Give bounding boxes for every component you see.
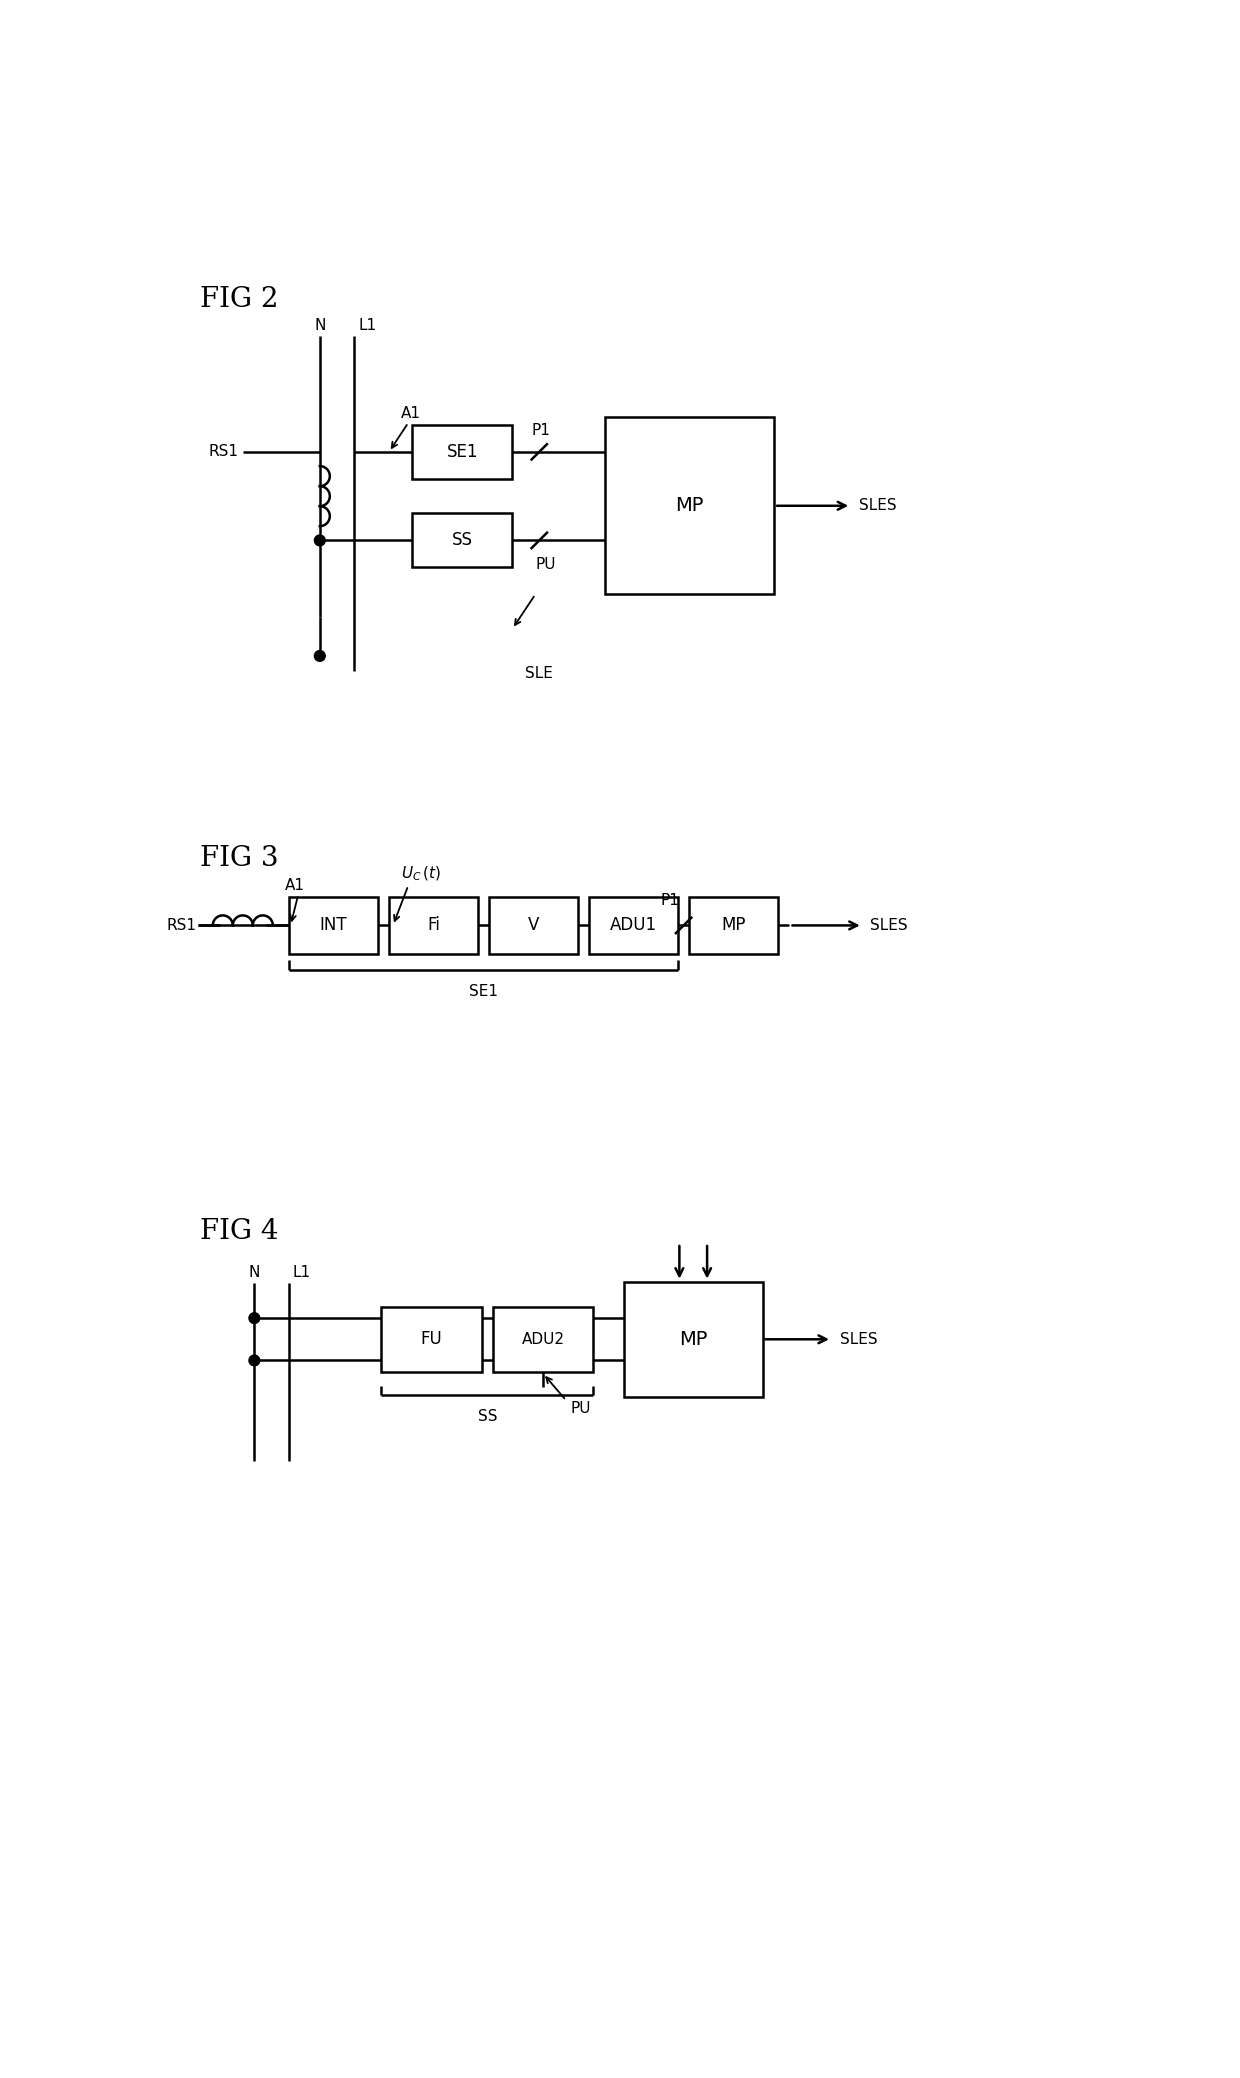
Text: FIG 3: FIG 3 xyxy=(201,844,279,871)
Text: MP: MP xyxy=(676,497,703,515)
Text: L1: L1 xyxy=(293,1266,311,1280)
Text: RS1: RS1 xyxy=(210,445,239,459)
Text: MP: MP xyxy=(722,916,746,935)
Text: A1: A1 xyxy=(401,405,420,422)
Text: P1: P1 xyxy=(532,424,551,438)
Text: PU: PU xyxy=(536,557,556,571)
Text: Fi: Fi xyxy=(427,916,440,935)
Text: MP: MP xyxy=(680,1330,708,1349)
Text: SLES: SLES xyxy=(870,918,908,933)
Text: RS1: RS1 xyxy=(166,918,197,933)
Bar xyxy=(389,896,477,954)
Text: N: N xyxy=(314,318,325,332)
Text: FU: FU xyxy=(420,1330,443,1349)
Circle shape xyxy=(315,534,325,547)
Circle shape xyxy=(249,1355,259,1365)
Text: V: V xyxy=(528,916,539,935)
Bar xyxy=(382,1307,481,1371)
Bar xyxy=(689,896,777,954)
Text: SE1: SE1 xyxy=(446,443,477,461)
Bar xyxy=(412,513,512,567)
Text: SE1: SE1 xyxy=(469,983,498,1000)
Text: SS: SS xyxy=(477,1409,497,1423)
Circle shape xyxy=(315,650,325,661)
Text: SLES: SLES xyxy=(859,499,897,513)
Text: INT: INT xyxy=(320,916,347,935)
Text: ADU1: ADU1 xyxy=(610,916,657,935)
Text: P1: P1 xyxy=(661,894,680,908)
Text: SLE: SLE xyxy=(526,665,553,682)
Text: N: N xyxy=(249,1266,260,1280)
Text: SLES: SLES xyxy=(839,1332,877,1347)
Text: A1: A1 xyxy=(285,879,305,894)
Text: FIG 4: FIG 4 xyxy=(201,1218,279,1245)
Text: FIG 2: FIG 2 xyxy=(201,287,279,314)
Bar xyxy=(589,896,678,954)
Text: SS: SS xyxy=(451,532,472,549)
Text: ADU2: ADU2 xyxy=(522,1332,564,1347)
Bar xyxy=(605,418,774,594)
Circle shape xyxy=(249,1313,259,1324)
Bar xyxy=(412,424,512,478)
Bar xyxy=(624,1282,763,1396)
Text: $U_C\,(t)$: $U_C\,(t)$ xyxy=(401,864,440,883)
Text: PU: PU xyxy=(570,1401,590,1417)
Text: L1: L1 xyxy=(358,318,377,332)
Bar xyxy=(289,896,377,954)
Bar xyxy=(494,1307,593,1371)
Bar xyxy=(490,896,578,954)
